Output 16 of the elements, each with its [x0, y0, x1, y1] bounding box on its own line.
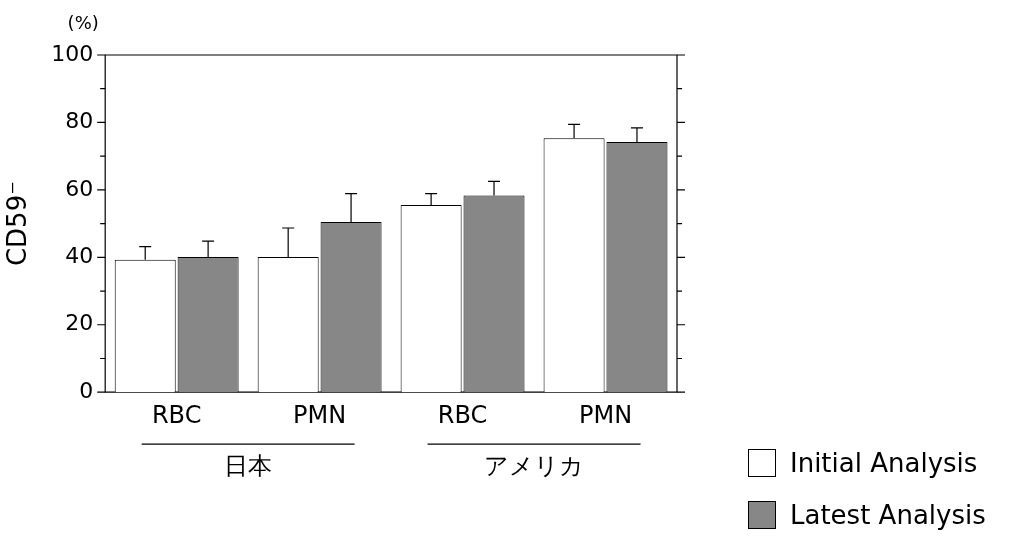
y-axis-title: CD59⁻ [2, 181, 33, 267]
y-tick-label: 100 [51, 40, 94, 66]
x-tick-label: PMN [578, 400, 633, 429]
y-tick-label: 20 [65, 310, 94, 336]
y-tick-label: 0 [79, 377, 94, 403]
text: (%) [67, 12, 99, 33]
x-tick-label: RBC [151, 400, 202, 429]
legend-label: Latest Analysis [790, 500, 986, 530]
x-tick-label: PMN [293, 400, 347, 429]
text: 日本 [224, 452, 273, 481]
x-tick-label: RBC [437, 400, 488, 429]
y-tick-label: 60 [65, 175, 94, 201]
y-tick-label: 40 [65, 243, 94, 269]
text: Initial Analysis [790, 448, 978, 478]
y-tick-label: 80 [65, 108, 94, 134]
text: アメリカ [484, 452, 585, 481]
